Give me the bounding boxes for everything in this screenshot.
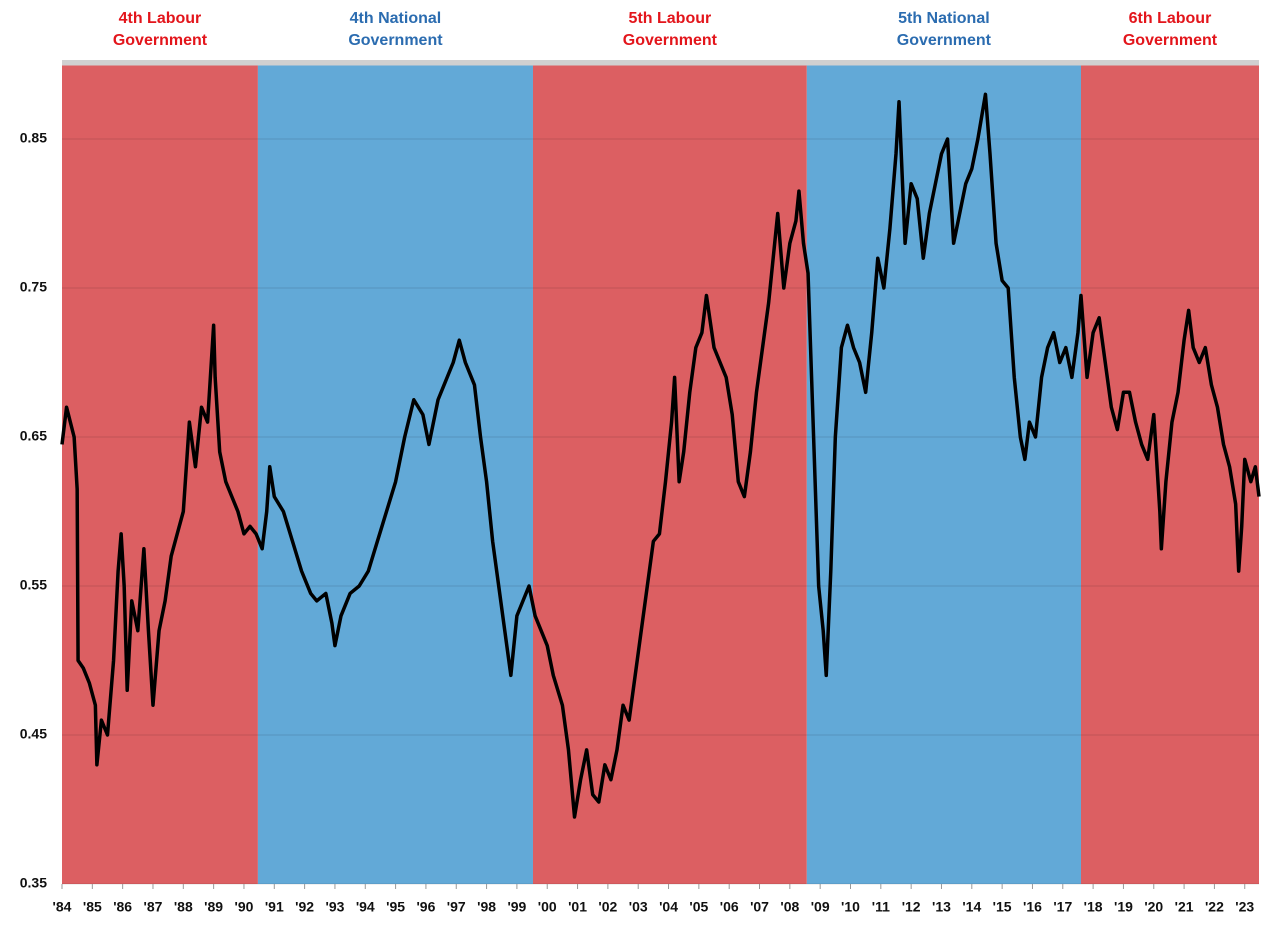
x-tick-label: '22 — [1205, 899, 1224, 915]
x-tick-label: '19 — [1114, 899, 1133, 915]
x-tick-label: '98 — [477, 899, 496, 915]
x-tick-label: '04 — [659, 899, 678, 915]
x-tick-label: '96 — [416, 899, 435, 915]
series-line — [60, 92, 1261, 819]
x-tick-label: '95 — [386, 899, 405, 915]
y-tick-label: 0.75 — [20, 279, 47, 295]
x-tick-label: '90 — [235, 899, 254, 915]
x-tick-label: '11 — [872, 899, 890, 915]
period-label: 4th Labour Government — [112, 10, 208, 49]
period-label: 5th National Government — [896, 10, 992, 49]
y-tick-label: 0.85 — [20, 130, 47, 146]
x-tick-label: '02 — [598, 899, 617, 915]
y-tick-label: 0.45 — [20, 726, 47, 742]
x-tick-label: '05 — [689, 899, 708, 915]
x-tick-label: '99 — [507, 899, 526, 915]
x-tick-label: '06 — [720, 899, 739, 915]
x-tick-label: '07 — [750, 899, 769, 915]
x-tick-label: '18 — [1084, 899, 1103, 915]
period-label: 4th National Government — [348, 10, 443, 49]
top-bar — [62, 60, 1259, 66]
x-tick-label: '13 — [932, 899, 951, 915]
x-tick-label: '93 — [325, 899, 344, 915]
x-tick-label: '17 — [1053, 899, 1072, 915]
x-tick-label: '09 — [811, 899, 830, 915]
x-tick-label: '21 — [1175, 899, 1194, 915]
y-tick-label: 0.55 — [20, 577, 47, 593]
period-label: 6th Labour Government — [1122, 10, 1218, 49]
x-tick-label: '92 — [295, 899, 314, 915]
x-tick-label: '01 — [568, 899, 587, 915]
x-tick-label: '03 — [629, 899, 648, 915]
x-tick-label: '00 — [538, 899, 557, 915]
x-tick-label: '91 — [265, 899, 284, 915]
x-tick-label: '89 — [204, 899, 223, 915]
x-tick-label: '87 — [144, 899, 163, 915]
x-tick-label: '86 — [113, 899, 132, 915]
x-tick-label: '88 — [174, 899, 193, 915]
y-tick-label: 0.35 — [20, 875, 47, 891]
x-tick-label: '97 — [447, 899, 466, 915]
x-tick-label: '85 — [83, 899, 102, 915]
period-band — [62, 65, 258, 884]
period-band — [532, 65, 807, 884]
x-tick-label: '15 — [993, 899, 1012, 915]
x-tick-label: '14 — [962, 899, 981, 915]
x-tick-label: '94 — [356, 899, 375, 915]
x-tick-label: '10 — [841, 899, 860, 915]
period-label: 5th Labour Government — [622, 10, 718, 49]
x-tick-label: '12 — [902, 899, 921, 915]
x-tick-label: '16 — [1023, 899, 1042, 915]
x-tick-label: '20 — [1144, 899, 1163, 915]
x-tick-label: '08 — [780, 899, 799, 915]
x-tick-label: '84 — [53, 899, 72, 915]
x-tick-label: '23 — [1235, 899, 1254, 915]
period-band — [806, 65, 1081, 884]
y-tick-label: 0.65 — [20, 428, 47, 444]
